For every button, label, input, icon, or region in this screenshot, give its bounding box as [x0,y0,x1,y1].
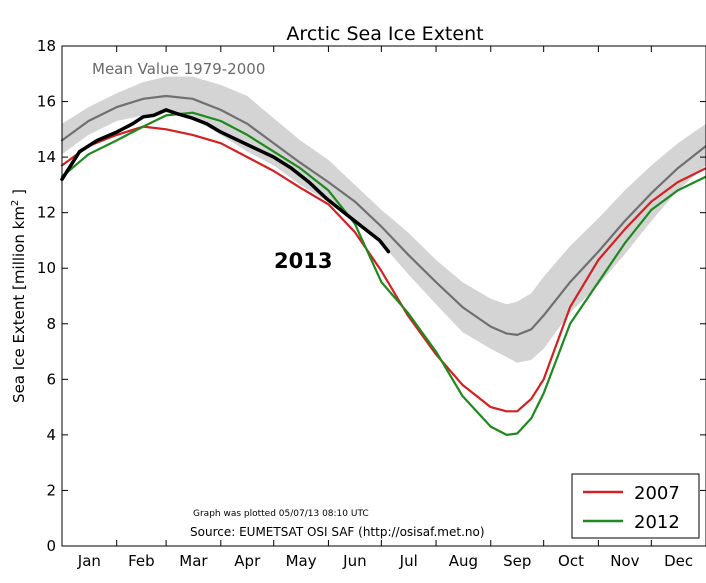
legend-box [571,473,700,539]
series-line-2007 [60,125,706,413]
y-tick-label-8: 8 [46,315,56,333]
y-tick-label-4: 4 [46,426,56,444]
x-tick-label-aug: Aug [449,552,478,570]
source-note: Source: EUMETSAT OSI SAF (http://osisaf.… [190,525,485,539]
series-line-mean [60,94,706,336]
x-tick-label-jan: Jan [77,552,101,570]
y-tick-label-14: 14 [37,148,56,166]
plotted-note: Graph was plotted 05/07/13 08:10 UTC [193,509,369,519]
y-tick-label-10: 10 [37,259,56,277]
chart-title: Arctic Sea Ice Extent [286,23,483,45]
mean-range-band [62,76,706,363]
y-axis-label: Sea Ice Extent [million km2 ] [10,189,28,403]
y-tick-label-6: 6 [46,370,56,388]
x-tick-label-dec: Dec [664,552,693,570]
series-line-2013 [60,108,391,254]
x-tick-label-mar: Mar [179,552,208,570]
x-tick-label-apr: Apr [234,552,261,570]
legend-label-2012: 2012 [634,512,680,533]
x-tick-label-oct: Oct [558,552,584,570]
x-tick-label-feb: Feb [128,552,155,570]
x-tick-label-jun: Jun [342,552,366,570]
mean-value-label: Mean Value 1979-2000 [92,60,265,78]
x-tick-label-nov: Nov [610,552,639,570]
x-tick-label-jul: Jul [399,552,418,570]
y-tick-label-0: 0 [46,537,56,555]
y-tick-label-2: 2 [46,481,56,499]
x-tick-label-may: May [286,552,317,570]
x-tick-label-sep: Sep [503,552,531,570]
legend-label-2007: 2007 [634,483,680,504]
y-tick-label-18: 18 [37,37,56,55]
plot-frame [61,45,706,547]
y-tick-label-16: 16 [37,93,56,111]
y-tick-label-12: 12 [37,204,56,222]
year-2013-label: 2013 [274,249,332,273]
legend: 2007 2012 [571,473,700,539]
